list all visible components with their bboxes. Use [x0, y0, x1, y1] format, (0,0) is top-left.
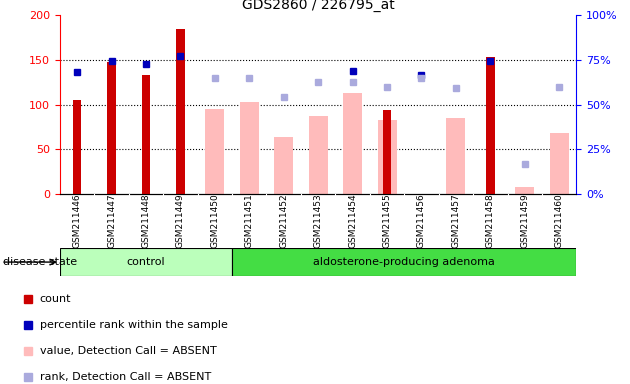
Text: percentile rank within the sample: percentile rank within the sample [40, 320, 227, 330]
Bar [72, 100, 81, 194]
Text: GSM211454: GSM211454 [348, 194, 357, 248]
Bar [274, 137, 293, 194]
Bar [309, 116, 328, 194]
Bar [550, 133, 569, 194]
Text: GSM211451: GSM211451 [245, 194, 254, 248]
Text: value, Detection Call = ABSENT: value, Detection Call = ABSENT [40, 346, 217, 356]
Bar [232, 248, 576, 276]
Text: count: count [40, 294, 71, 304]
Text: GSM211447: GSM211447 [107, 194, 116, 248]
Bar [142, 75, 150, 194]
Text: rank, Detection Call = ABSENT: rank, Detection Call = ABSENT [40, 372, 211, 382]
Bar [486, 57, 495, 194]
Text: GSM211460: GSM211460 [555, 194, 564, 248]
Bar [515, 187, 534, 194]
Text: GSM211450: GSM211450 [210, 194, 219, 248]
Text: GSM211452: GSM211452 [279, 194, 288, 248]
Bar [240, 102, 259, 194]
Bar [60, 248, 232, 276]
Bar [447, 118, 466, 194]
Bar [382, 110, 391, 194]
Text: GSM211448: GSM211448 [142, 194, 151, 248]
Text: GSM211458: GSM211458 [486, 194, 495, 248]
Text: GSM211455: GSM211455 [382, 194, 391, 248]
Bar [176, 29, 185, 194]
Title: GDS2860 / 226795_at: GDS2860 / 226795_at [242, 0, 394, 12]
Text: control: control [127, 257, 165, 267]
Text: GSM211446: GSM211446 [72, 194, 81, 248]
Text: GSM211456: GSM211456 [417, 194, 426, 248]
Text: aldosterone-producing adenoma: aldosterone-producing adenoma [313, 257, 495, 267]
Bar [377, 120, 396, 194]
Text: GSM211449: GSM211449 [176, 194, 185, 248]
Bar [205, 109, 224, 194]
Text: GSM211453: GSM211453 [314, 194, 323, 248]
Text: GSM211457: GSM211457 [452, 194, 461, 248]
Text: GSM211459: GSM211459 [520, 194, 529, 248]
Bar [343, 93, 362, 194]
Text: disease state: disease state [3, 257, 77, 267]
Bar [107, 62, 116, 194]
